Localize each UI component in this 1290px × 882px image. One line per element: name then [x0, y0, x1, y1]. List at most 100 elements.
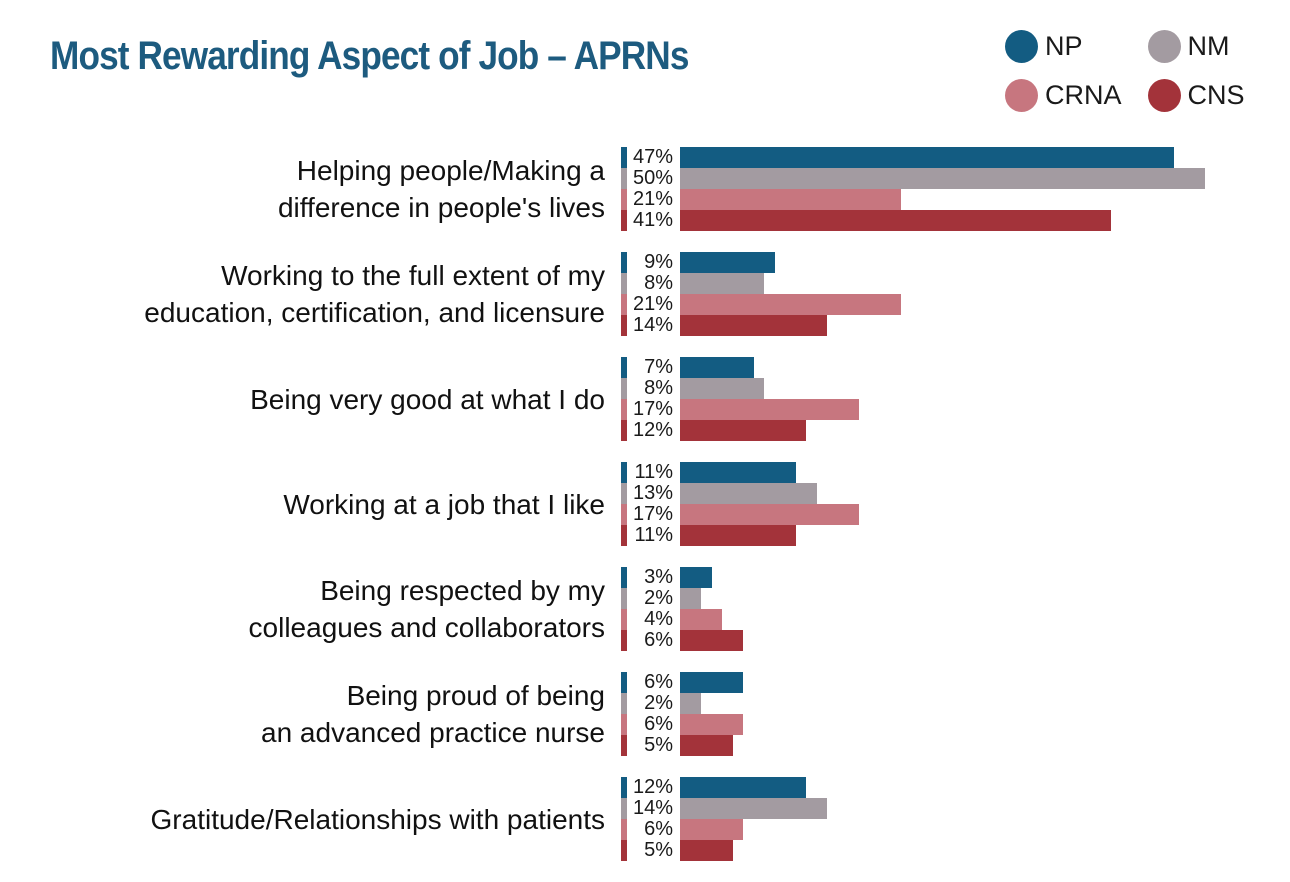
value-label: 14%	[632, 797, 673, 819]
bar-group: Helping people/Making a difference in pe…	[0, 147, 1290, 231]
bar-np	[680, 147, 1174, 168]
bar-cluster: 3% 2% 4% 6%	[621, 567, 743, 651]
axis-stub	[621, 168, 627, 189]
axis-stub	[621, 210, 627, 231]
bar-crna	[680, 819, 743, 840]
bar-row-np: 11%	[621, 462, 859, 483]
axis-stub	[621, 189, 627, 210]
category-label: Working to the full extent of my educati…	[144, 260, 605, 328]
axis-stub	[621, 483, 627, 504]
axis-stub	[621, 735, 627, 756]
value-label: 6%	[644, 818, 673, 840]
value-label: 12%	[632, 419, 673, 441]
category-label: Gratitude/Relationships with patients	[150, 803, 605, 835]
legend-item-cns: CNS	[1147, 79, 1245, 112]
legend-label: NP	[1045, 31, 1083, 61]
bar-crna	[680, 294, 901, 315]
bar-cns	[680, 210, 1111, 231]
legend-label: CRNA	[1045, 80, 1122, 110]
bar-cns	[680, 525, 796, 546]
bar-np	[680, 777, 806, 798]
axis-stub	[621, 840, 627, 861]
value-label: 3%	[644, 566, 673, 588]
value-label: 7%	[644, 356, 673, 378]
bar-crna	[680, 504, 859, 525]
bar-np	[680, 462, 796, 483]
bar-row-cns: 11%	[621, 525, 859, 546]
bar-nm	[680, 588, 701, 609]
value-label: 41%	[632, 209, 673, 231]
bar-row-nm: 13%	[621, 483, 859, 504]
bar-cluster: 47% 50% 21% 41%	[621, 147, 1205, 231]
bar-row-crna: 17%	[621, 504, 859, 525]
bar-crna	[680, 189, 901, 210]
value-label: 21%	[632, 188, 673, 210]
category-label: Working at a job that I like	[283, 488, 605, 520]
bar-group: Being very good at what I do 7% 8% 17% 12%	[0, 357, 1290, 441]
bar-np	[680, 567, 712, 588]
bar-cluster: 9% 8% 21% 14%	[621, 252, 901, 336]
value-label: 6%	[644, 713, 673, 735]
bar-row-cns: 6%	[621, 630, 743, 651]
bar-crna	[680, 399, 859, 420]
bar-row-np: 7%	[621, 357, 859, 378]
axis-stub	[621, 252, 627, 273]
axis-stub	[621, 525, 627, 546]
legend-label: NM	[1187, 31, 1230, 61]
legend-swatch-icon	[1005, 79, 1038, 112]
bar-row-np: 47%	[621, 147, 1205, 168]
value-label: 17%	[632, 503, 673, 525]
value-label: 9%	[644, 251, 673, 273]
axis-stub	[621, 609, 627, 630]
bar-cns	[680, 630, 743, 651]
bar-nm	[680, 378, 764, 399]
value-label: 14%	[632, 314, 673, 336]
bar-cns	[680, 315, 827, 336]
value-label: 2%	[644, 692, 673, 714]
bar-group: Working at a job that I like 11% 13% 17% 11%	[0, 462, 1290, 546]
legend-swatch-icon	[1147, 30, 1181, 63]
value-label: 5%	[644, 734, 673, 756]
value-label: 17%	[632, 398, 673, 420]
axis-stub	[621, 294, 627, 315]
bar-cns	[680, 735, 733, 756]
value-label: 11%	[634, 524, 673, 546]
bar-row-nm: 8%	[621, 273, 901, 294]
legend-swatch-icon	[1147, 79, 1181, 112]
value-label: 8%	[644, 272, 673, 294]
axis-stub	[621, 630, 627, 651]
value-label: 21%	[632, 293, 673, 315]
value-label: 12%	[632, 776, 673, 798]
bar-row-nm: 2%	[621, 588, 743, 609]
bar-group: Being proud of being an advanced practic…	[0, 672, 1290, 756]
bar-row-cns: 14%	[621, 315, 901, 336]
bar-nm	[680, 273, 764, 294]
bar-row-crna: 21%	[621, 294, 901, 315]
category-label: Helping people/Making a difference in pe…	[277, 155, 605, 223]
bar-cns	[680, 840, 733, 861]
bar-crna	[680, 609, 722, 630]
bar-row-nm: 2%	[621, 693, 743, 714]
bar-row-np: 6%	[621, 672, 743, 693]
bar-row-cns: 5%	[621, 840, 827, 861]
bar-row-cns: 12%	[621, 420, 859, 441]
axis-stub	[621, 798, 627, 819]
bar-group: Being respected by my colleagues and col…	[0, 567, 1290, 651]
legend-label: CNS	[1187, 80, 1245, 110]
bar-row-np: 9%	[621, 252, 901, 273]
chart-title: Most Rewarding Aspect of Job – APRNs	[50, 34, 689, 78]
axis-stub	[621, 819, 627, 840]
category-label: Being proud of being an advanced practic…	[261, 680, 605, 748]
axis-stub	[621, 672, 627, 693]
axis-stub	[621, 777, 627, 798]
value-label: 13%	[632, 482, 673, 504]
bar-cluster: 6% 2% 6% 5%	[621, 672, 743, 756]
axis-stub	[621, 315, 627, 336]
axis-stub	[621, 420, 627, 441]
axis-stub	[621, 567, 627, 588]
bar-cluster: 12% 14% 6% 5%	[621, 777, 827, 861]
value-label: 47%	[632, 146, 673, 168]
legend: NP NM CRNA CNS	[1005, 30, 1245, 112]
bar-np	[680, 252, 775, 273]
value-label: 11%	[634, 461, 673, 483]
